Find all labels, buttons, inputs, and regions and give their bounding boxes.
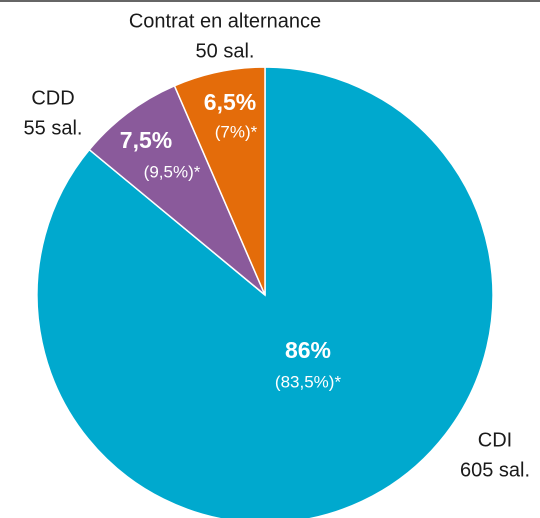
slice-percent-label: 7,5% [120,127,172,153]
pie-slice [88,84,266,296]
slice-comparison-label: (7%)* [215,122,258,141]
category-label: Contrat en alternance [129,10,321,32]
pie-slice [173,66,266,296]
category-label: CDI [478,429,512,451]
count-label: 55 sal. [24,117,83,139]
category-label: CDD [31,87,74,109]
slice-comparison-label: (83,5%)* [275,372,342,391]
slice-comparison-label: (9,5%)* [144,162,201,181]
count-label: 605 sal. [460,459,530,481]
slice-percent-label: 86% [285,337,331,363]
slice-percent-label: 6,5% [204,89,256,115]
pie-slice [36,66,494,518]
count-label: 50 sal. [196,40,255,62]
